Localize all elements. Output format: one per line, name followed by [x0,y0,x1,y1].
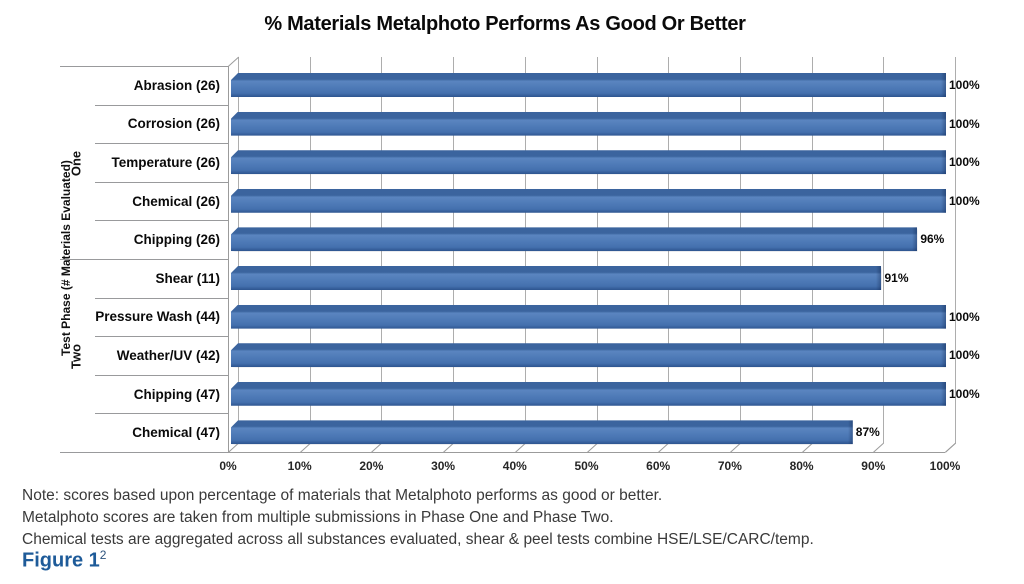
category-separator [95,104,228,106]
figure-superscript: 2 [99,548,107,562]
bar-value-label: 100% [949,78,980,92]
category-separator [95,336,228,338]
category-separator [95,143,228,145]
bar-value-label: 100% [949,348,980,363]
bar-value-label: 100% [949,155,980,170]
bar-value-label: 100% [949,386,980,401]
x-tick-label: 40% [502,459,527,473]
bar [231,227,918,252]
figure-caption: Figure 12 [22,548,106,573]
x-axis-line [228,452,945,453]
bar-value-label: 100% [949,309,980,324]
x-tick-label: 20% [359,459,384,473]
x-tick-label: 70% [717,459,742,473]
bar [231,420,853,445]
category-separator [60,259,228,260]
category-axis-line [228,66,229,452]
bar [231,73,946,97]
x-tick-label: 10% [287,459,312,473]
category-label: Weather/UV (42) [116,348,220,363]
bar-value-label: 100% [949,193,980,208]
x-tick-label: 90% [861,459,886,473]
x-tick-label: 100% [929,459,961,473]
bar [231,111,946,136]
bar [231,343,946,368]
category-separator [95,181,228,183]
gridline [955,57,956,443]
figure-label: Figure 1 [22,549,100,572]
note-line: Note: scores based upon percentage of ma… [22,487,663,504]
category-separator [95,374,228,376]
category-label: Chemical (47) [132,425,220,441]
note-line: Chemical tests are aggregated across all… [22,531,814,548]
category-label: Abrasion (26) [133,77,220,93]
floor-right-edge [945,442,957,453]
category-label: Chipping (26) [133,232,220,248]
bar [231,381,946,406]
bar-value-label: 87% [855,425,880,440]
bar [231,188,946,213]
chart-title: % Materials Metalphoto Performs As Good … [264,13,746,35]
category-area-top-line [60,66,228,67]
x-tick-label: 30% [431,459,456,473]
bar-value-label: 96% [920,232,945,247]
bar [231,150,946,175]
x-tick-label: 80% [789,459,814,473]
category-label: Chipping (47) [133,386,220,402]
bar-value-label: 91% [884,271,909,285]
category-label: Pressure Wash (44) [95,309,220,325]
category-label: Shear (11) [155,270,220,286]
category-label: Chemical (26) [132,193,220,209]
category-separator [95,220,228,222]
x-tick-label: 50% [574,459,599,473]
bar [231,304,946,329]
footnotes: Note: scores based upon percentage of ma… [22,485,814,551]
category-separator [95,297,228,299]
category-label: Corrosion (26) [127,116,220,132]
bar-value-label: 100% [949,116,980,131]
note-line: Metalphoto scores are taken from multipl… [22,509,614,526]
x-tick-label: 60% [646,459,671,473]
x-tick-label: 0% [219,459,237,473]
bar [231,266,882,290]
category-label: Temperature (26) [111,155,220,170]
category-separator [95,413,228,415]
category-area-bottom-line [60,452,228,453]
